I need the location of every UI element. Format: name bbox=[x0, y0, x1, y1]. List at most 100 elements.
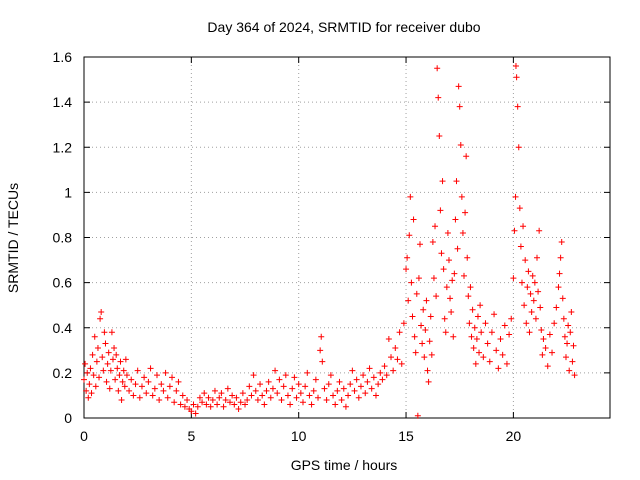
data-point bbox=[151, 385, 158, 392]
data-point bbox=[100, 367, 107, 374]
data-point bbox=[542, 345, 549, 352]
data-point bbox=[512, 193, 519, 200]
data-point bbox=[531, 279, 538, 286]
data-point bbox=[158, 381, 165, 388]
data-point bbox=[143, 390, 150, 397]
data-point bbox=[390, 367, 397, 374]
data-point bbox=[427, 313, 434, 320]
data-point bbox=[458, 193, 465, 200]
data-point bbox=[134, 367, 141, 374]
data-point bbox=[471, 324, 478, 331]
data-point bbox=[368, 385, 375, 392]
data-point bbox=[467, 284, 474, 291]
data-point bbox=[406, 232, 413, 239]
data-point bbox=[526, 329, 533, 336]
data-point bbox=[87, 365, 94, 372]
data-point bbox=[407, 193, 414, 200]
data-point bbox=[190, 401, 197, 408]
data-point bbox=[254, 396, 261, 403]
data-point bbox=[394, 356, 401, 363]
data-point bbox=[132, 381, 139, 388]
data-point bbox=[111, 345, 118, 352]
data-point bbox=[123, 372, 130, 379]
data-point bbox=[280, 383, 287, 390]
data-point bbox=[520, 223, 527, 230]
data-point bbox=[453, 178, 460, 185]
data-point bbox=[85, 394, 92, 401]
data-point bbox=[171, 399, 178, 406]
data-point bbox=[94, 345, 101, 352]
data-point bbox=[259, 392, 266, 399]
data-point bbox=[555, 284, 562, 291]
data-point bbox=[433, 293, 440, 300]
data-point bbox=[342, 403, 349, 410]
data-point bbox=[196, 394, 203, 401]
data-point bbox=[340, 385, 347, 392]
data-point bbox=[482, 320, 489, 327]
data-point bbox=[118, 396, 125, 403]
data-point bbox=[267, 394, 274, 401]
data-point bbox=[82, 360, 89, 367]
data-point bbox=[398, 360, 405, 367]
data-point bbox=[141, 374, 148, 381]
data-point bbox=[248, 392, 255, 399]
data-point bbox=[372, 392, 379, 399]
data-point bbox=[138, 383, 145, 390]
data-point bbox=[91, 333, 98, 340]
data-point bbox=[462, 209, 469, 216]
data-point bbox=[522, 257, 529, 264]
data-point bbox=[114, 365, 121, 372]
y-tick-label: 1.4 bbox=[53, 94, 73, 110]
data-point bbox=[525, 268, 532, 275]
data-point bbox=[452, 216, 459, 223]
data-point bbox=[119, 378, 126, 385]
data-point bbox=[416, 241, 423, 248]
data-point bbox=[557, 254, 564, 261]
data-point bbox=[536, 227, 543, 234]
data-point bbox=[559, 295, 566, 302]
data-point bbox=[435, 94, 442, 101]
data-point bbox=[375, 381, 382, 388]
data-point bbox=[517, 243, 524, 250]
data-point bbox=[89, 351, 96, 358]
data-point bbox=[423, 297, 430, 304]
data-point bbox=[486, 358, 493, 365]
data-point bbox=[510, 275, 517, 282]
data-point bbox=[96, 374, 103, 381]
data-point bbox=[381, 363, 388, 370]
data-point bbox=[231, 401, 238, 408]
data-point bbox=[347, 381, 354, 388]
data-point bbox=[362, 390, 369, 397]
data-point bbox=[532, 315, 539, 322]
data-point bbox=[424, 367, 431, 374]
data-point bbox=[455, 83, 462, 90]
data-point bbox=[461, 272, 468, 279]
data-point bbox=[568, 308, 575, 315]
chart-title: Day 364 of 2024, SRMTID for receiver dub… bbox=[207, 19, 480, 35]
data-points bbox=[81, 63, 578, 419]
data-point bbox=[478, 329, 485, 336]
data-point bbox=[112, 376, 119, 383]
data-point bbox=[149, 392, 156, 399]
data-point bbox=[357, 383, 364, 390]
data-point bbox=[429, 239, 436, 246]
data-point bbox=[293, 394, 300, 401]
data-point bbox=[516, 205, 523, 212]
data-point bbox=[99, 354, 106, 361]
data-point bbox=[269, 385, 276, 392]
data-point bbox=[511, 227, 518, 234]
data-point bbox=[289, 385, 296, 392]
data-point bbox=[556, 270, 563, 277]
data-point bbox=[527, 290, 534, 297]
data-point bbox=[465, 293, 472, 300]
data-point bbox=[434, 65, 441, 72]
data-point bbox=[449, 277, 456, 284]
data-point bbox=[220, 403, 227, 410]
data-point bbox=[388, 354, 395, 361]
data-point bbox=[126, 387, 133, 394]
data-point bbox=[282, 372, 289, 379]
data-point bbox=[291, 374, 298, 381]
data-point bbox=[261, 401, 268, 408]
data-point bbox=[239, 390, 246, 397]
data-point bbox=[524, 284, 531, 291]
